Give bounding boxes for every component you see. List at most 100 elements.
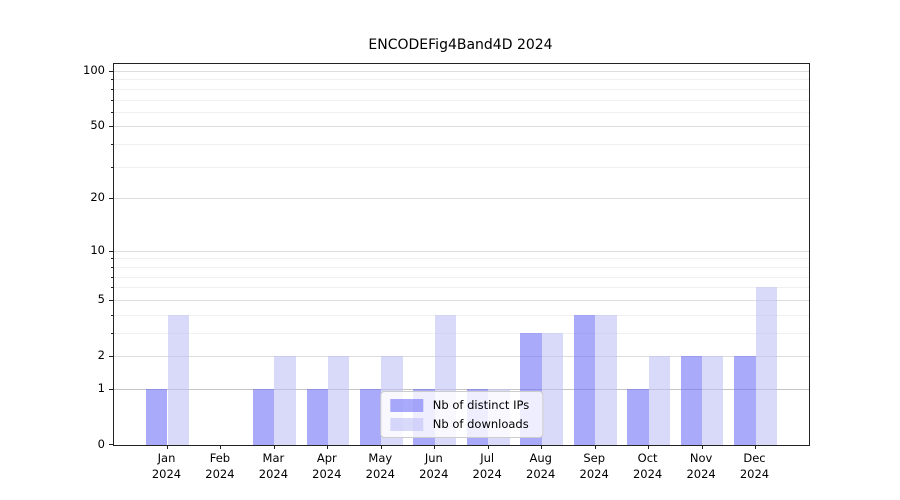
y-tick-label: 2 bbox=[97, 348, 105, 362]
x-tick-year: 2024 bbox=[205, 466, 235, 481]
y-axis-tick bbox=[109, 299, 113, 301]
y-axis-minor-tick bbox=[111, 79, 113, 81]
x-tick-month: Jul bbox=[480, 451, 495, 465]
x-axis-tick bbox=[594, 445, 596, 449]
legend-item-downloads: Nb of downloads bbox=[389, 417, 529, 431]
y-axis-tick bbox=[109, 126, 113, 128]
bar-downloads-aug bbox=[541, 332, 564, 445]
y-gridline-minor bbox=[114, 276, 809, 278]
x-tick-month: Nov bbox=[689, 451, 713, 465]
y-gridline-major bbox=[114, 198, 809, 200]
y-gridline-minor bbox=[114, 88, 809, 90]
y-gridline-minor bbox=[114, 144, 809, 146]
x-tick-month: Sep bbox=[583, 451, 606, 465]
legend: Nb of distinct IPs Nb of downloads bbox=[379, 391, 544, 438]
x-tick-year: 2024 bbox=[739, 466, 770, 481]
x-axis-tick bbox=[380, 445, 382, 449]
y-axis-minor-tick bbox=[111, 258, 113, 260]
x-tick-month: Oct bbox=[637, 451, 658, 465]
y-axis-minor-tick bbox=[111, 144, 113, 146]
y-gridline-major bbox=[114, 250, 809, 252]
x-tick-label: Apr 2024 bbox=[299, 451, 355, 482]
x-tick-label: Feb 2024 bbox=[192, 451, 248, 482]
x-tick-year: 2024 bbox=[419, 466, 449, 481]
y-gridline-major bbox=[114, 71, 809, 72]
y-gridline-major bbox=[114, 356, 809, 357]
bar-downloads-sep bbox=[595, 314, 617, 445]
bar-ips-apr bbox=[306, 388, 328, 445]
y-axis-tick bbox=[109, 356, 113, 357]
legend-item-distinct-ips: Nb of distinct IPs bbox=[389, 398, 530, 412]
x-tick-label: Nov 2024 bbox=[673, 451, 729, 482]
bar-ips-nov bbox=[680, 356, 703, 445]
bar-ips-sep bbox=[573, 314, 596, 445]
y-axis-minor-tick bbox=[111, 332, 113, 334]
y-axis-minor-tick bbox=[111, 99, 113, 101]
legend-label-downloads: Nb of downloads bbox=[432, 417, 529, 431]
y-tick-label: 100 bbox=[83, 63, 105, 77]
y-gridline-minor bbox=[114, 258, 809, 260]
x-axis-tick bbox=[273, 445, 275, 449]
x-tick-label: Mar 2024 bbox=[245, 451, 301, 482]
y-gridline-minor bbox=[114, 166, 809, 168]
bar-downloads-dec bbox=[755, 287, 777, 445]
x-axis-tick bbox=[167, 445, 168, 449]
bar-downloads-mar bbox=[274, 356, 296, 445]
x-tick-month: Feb bbox=[209, 451, 231, 465]
x-axis-tick bbox=[701, 445, 703, 449]
plot-area: Nb of distinct IPs Nb of downloads bbox=[109, 63, 810, 449]
chart-title: ENCODEFig4Band4D 2024 bbox=[368, 37, 553, 53]
bar-downloads-apr bbox=[327, 356, 350, 445]
y-axis-tick bbox=[109, 444, 113, 445]
x-axis-tick bbox=[434, 445, 436, 449]
y-gridline-major bbox=[114, 388, 809, 390]
bar-ips-oct bbox=[627, 388, 649, 445]
y-axis-tick bbox=[109, 388, 113, 390]
legend-swatch-ips-icon bbox=[389, 398, 423, 412]
bar-downloads-nov bbox=[702, 356, 724, 445]
y-tick-label: 20 bbox=[90, 190, 105, 205]
x-tick-label: Jan 2024 bbox=[139, 451, 195, 482]
x-tick-month: Jun bbox=[424, 451, 443, 465]
x-tick-year: 2024 bbox=[686, 466, 716, 481]
x-tick-year: 2024 bbox=[312, 466, 342, 481]
x-tick-year: 2024 bbox=[151, 466, 182, 481]
y-tick-label: 5 bbox=[97, 291, 105, 306]
bar-downloads-jan bbox=[167, 314, 189, 445]
y-axis-minor-tick bbox=[111, 166, 113, 168]
y-axis-minor-tick bbox=[111, 287, 113, 289]
x-axis-tick bbox=[755, 445, 756, 449]
x-tick-label: Aug 2024 bbox=[513, 451, 569, 482]
x-tick-label: Jul 2024 bbox=[459, 451, 515, 482]
x-tick-label: Oct 2024 bbox=[620, 451, 676, 482]
x-tick-month: Dec bbox=[743, 451, 766, 465]
bar-ips-may bbox=[359, 388, 382, 445]
y-gridline-major bbox=[114, 126, 809, 128]
x-tick-year: 2024 bbox=[258, 466, 289, 481]
y-tick-label: 10 bbox=[90, 242, 105, 257]
x-tick-year: 2024 bbox=[632, 466, 663, 481]
x-tick-label: Sep 2024 bbox=[566, 451, 622, 482]
legend-swatch-downloads-icon bbox=[389, 417, 423, 431]
y-tick-label: 0 bbox=[97, 437, 105, 451]
x-axis-tick bbox=[487, 445, 489, 449]
x-tick-year: 2024 bbox=[526, 466, 556, 481]
y-axis-tick bbox=[109, 250, 113, 252]
x-tick-month: May bbox=[368, 451, 393, 465]
x-axis-tick bbox=[327, 445, 329, 449]
y-gridline-minor bbox=[114, 332, 809, 334]
y-gridline-minor bbox=[114, 287, 809, 289]
bar-ips-dec bbox=[734, 356, 756, 445]
legend-label-distinct-ips: Nb of distinct IPs bbox=[432, 398, 530, 412]
x-tick-label: Jun 2024 bbox=[406, 451, 462, 482]
x-tick-year: 2024 bbox=[472, 466, 502, 481]
x-tick-year: 2024 bbox=[579, 466, 609, 481]
x-axis-tick bbox=[220, 445, 222, 449]
x-tick-year: 2024 bbox=[365, 466, 395, 481]
x-tick-month: Apr bbox=[316, 451, 337, 465]
y-gridline-minor bbox=[114, 314, 809, 316]
x-tick-label: May 2024 bbox=[352, 451, 408, 482]
y-axis-minor-tick bbox=[111, 266, 113, 268]
bar-ips-jan bbox=[146, 388, 168, 445]
